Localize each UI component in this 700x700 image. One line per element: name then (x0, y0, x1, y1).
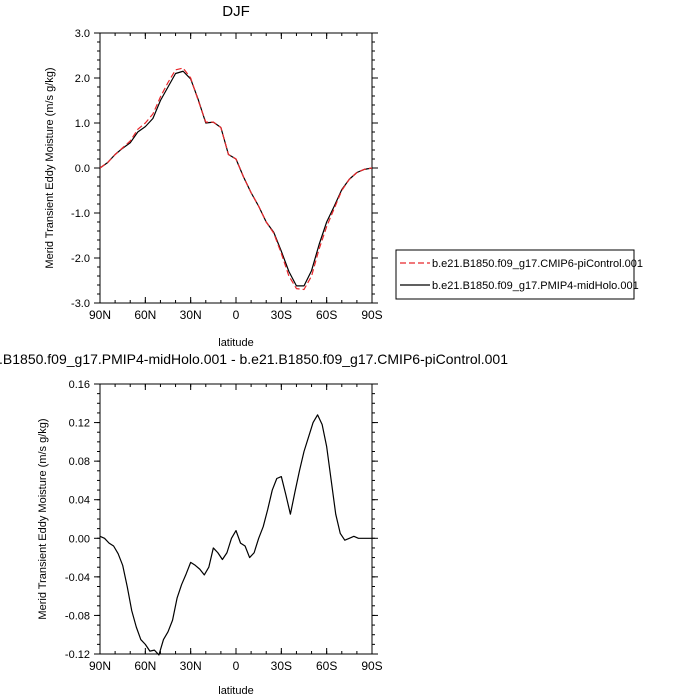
x-tick-label: 30N (180, 659, 202, 673)
x-tick-label: 0 (233, 308, 240, 322)
y-tick-label: 0.16 (69, 379, 90, 391)
legend-box (395, 249, 635, 300)
y-tick-label: 2.0 (75, 73, 90, 85)
y-axis-label-top: Merid Transient Eddy Moisture (m/s g/kg) (44, 67, 56, 268)
y-tick-label: -0.08 (65, 610, 90, 622)
legend-entry-1: b.e21.B1850.f09_g17.PMIP4-midHolo.001 (432, 280, 639, 292)
x-tick-label: 90N (89, 659, 111, 673)
x-tick-label: 30S (271, 659, 292, 673)
plot-frame (99, 383, 373, 655)
y-tick-label: -0.04 (65, 572, 90, 584)
x-axis-label-bottom: latitude (218, 685, 253, 697)
chart-title-djf: DJF (222, 3, 250, 20)
legend: b.e21.B1850.f09_g17.CMIP6-piControl.001b… (395, 249, 643, 300)
series-line-1 (99, 70, 373, 287)
x-tick-label: 0 (233, 659, 240, 673)
x-axis-label-top: latitude (218, 337, 253, 349)
chart-djf-panel: 90N 60N 30N 0 30S 60S 90S -3.0 -2.0 -1.0 0.0 1.0 2.0… (71, 28, 383, 322)
x-tick-label: 30S (271, 308, 292, 322)
series-line-0 (99, 67, 373, 291)
x-tick-label: 60S (316, 308, 337, 322)
x-tick-label: 60N (134, 308, 156, 322)
y-tick-label: 1.0 (75, 118, 90, 130)
x-tick-label: 90S (361, 308, 382, 322)
y-tick-label: 0.12 (69, 418, 90, 430)
series-line-0 (99, 414, 372, 656)
y-tick-label: 0.04 (69, 495, 90, 507)
y-tick-label: 3.0 (75, 28, 90, 40)
y-tick-label: -0.12 (65, 649, 90, 661)
y-axis-label-bottom: Merid Transient Eddy Moisture (m/s g/kg) (37, 418, 49, 619)
y-tick-label: 0.00 (69, 533, 90, 545)
y-tick-label: -3.0 (71, 298, 90, 310)
chart-title-difference: b.e21.B1850.f09_g17.PMIP4-midHolo.001 - … (0, 351, 508, 367)
y-tick-label: -2.0 (71, 253, 90, 265)
x-tick-label: 60S (316, 659, 337, 673)
x-tick-label: 90N (89, 308, 111, 322)
x-tick-label: 90S (361, 659, 382, 673)
x-tick-label: 30N (180, 308, 202, 322)
y-tick-label: 0.0 (75, 163, 90, 175)
y-tick-label: 0.08 (69, 456, 90, 468)
y-tick-label: -1.0 (71, 208, 90, 220)
legend-entry-0: b.e21.B1850.f09_g17.CMIP6-piControl.001 (432, 258, 643, 270)
x-tick-label: 60N (134, 659, 156, 673)
chart-difference-panel: 90N 60N 30N 0 30S 60S 90S -0.12 -0.08 -0.04 0.00 0.… (65, 379, 383, 673)
plot-frame (99, 32, 373, 304)
